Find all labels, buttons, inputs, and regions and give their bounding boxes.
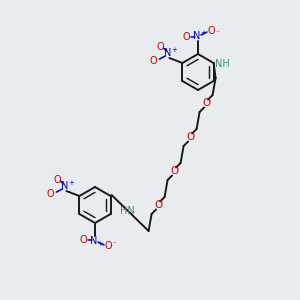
Text: +: + bbox=[172, 47, 177, 53]
Text: O: O bbox=[170, 167, 178, 176]
Text: ⁻: ⁻ bbox=[54, 190, 58, 199]
Text: N: N bbox=[90, 236, 98, 246]
Text: +: + bbox=[68, 180, 74, 186]
Text: +: + bbox=[97, 241, 103, 247]
Text: +: + bbox=[200, 30, 206, 36]
Text: N: N bbox=[61, 181, 68, 191]
Text: ⁻: ⁻ bbox=[158, 56, 161, 65]
Text: NH: NH bbox=[215, 59, 230, 69]
Text: N: N bbox=[193, 31, 201, 41]
Text: O: O bbox=[54, 175, 61, 185]
Text: ⁻: ⁻ bbox=[112, 239, 116, 248]
Text: ⁻: ⁻ bbox=[215, 28, 219, 38]
Text: O: O bbox=[46, 189, 54, 199]
Text: O: O bbox=[150, 56, 157, 66]
Text: O: O bbox=[79, 235, 87, 245]
Text: HN: HN bbox=[120, 206, 135, 215]
Text: O: O bbox=[207, 26, 215, 36]
Text: O: O bbox=[186, 133, 194, 142]
Text: O: O bbox=[182, 32, 190, 42]
Text: O: O bbox=[202, 98, 210, 109]
Text: O: O bbox=[157, 42, 164, 52]
Text: O: O bbox=[154, 200, 162, 211]
Text: N: N bbox=[164, 48, 171, 58]
Text: O: O bbox=[104, 241, 112, 251]
